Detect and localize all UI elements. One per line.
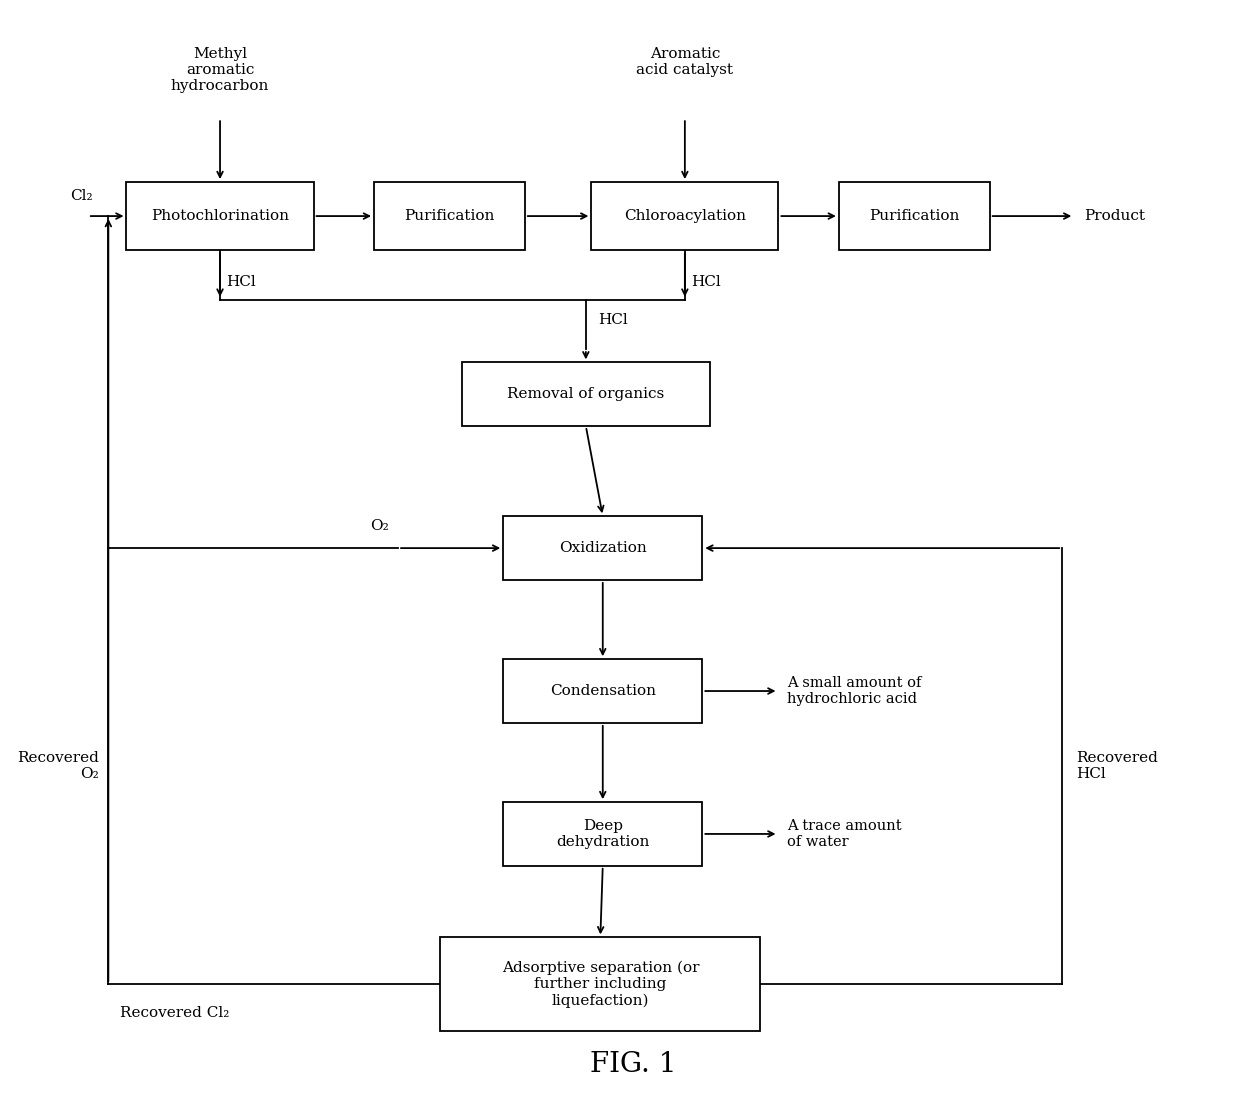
FancyBboxPatch shape: [126, 182, 314, 250]
FancyBboxPatch shape: [591, 182, 779, 250]
FancyBboxPatch shape: [503, 516, 702, 580]
Text: Removal of organics: Removal of organics: [507, 387, 665, 401]
Text: Purification: Purification: [404, 209, 495, 223]
Text: Recovered Cl₂: Recovered Cl₂: [120, 1006, 229, 1020]
Text: Chloroacylation: Chloroacylation: [624, 209, 746, 223]
Text: Methyl
aromatic
hydrocarbon: Methyl aromatic hydrocarbon: [171, 46, 269, 93]
Text: FIG. 1: FIG. 1: [590, 1051, 677, 1078]
FancyBboxPatch shape: [374, 182, 525, 250]
Text: Product: Product: [1084, 209, 1145, 223]
FancyBboxPatch shape: [440, 937, 760, 1031]
FancyBboxPatch shape: [503, 802, 702, 866]
Text: Purification: Purification: [869, 209, 960, 223]
Text: Deep
dehydration: Deep dehydration: [556, 819, 650, 849]
Text: Recovered
HCl: Recovered HCl: [1076, 751, 1158, 781]
FancyBboxPatch shape: [838, 182, 990, 250]
Text: A small amount of
hydrochloric acid: A small amount of hydrochloric acid: [787, 676, 921, 706]
Text: O₂: O₂: [370, 519, 388, 533]
Text: HCl: HCl: [598, 313, 627, 327]
Text: Recovered
O₂: Recovered O₂: [17, 751, 99, 781]
FancyBboxPatch shape: [503, 660, 702, 723]
Text: A trace amount
of water: A trace amount of water: [787, 819, 901, 849]
Text: Adsorptive separation (or
further including
liquefaction): Adsorptive separation (or further includ…: [502, 960, 699, 1008]
Text: Cl₂: Cl₂: [71, 189, 93, 203]
Text: HCl: HCl: [691, 275, 720, 288]
FancyBboxPatch shape: [463, 362, 709, 427]
Text: Oxidization: Oxidization: [559, 541, 646, 555]
Text: HCl: HCl: [226, 275, 255, 288]
Text: Photochlorination: Photochlorination: [151, 209, 289, 223]
Text: Condensation: Condensation: [549, 684, 656, 698]
Text: Aromatic
acid catalyst: Aromatic acid catalyst: [636, 46, 733, 77]
